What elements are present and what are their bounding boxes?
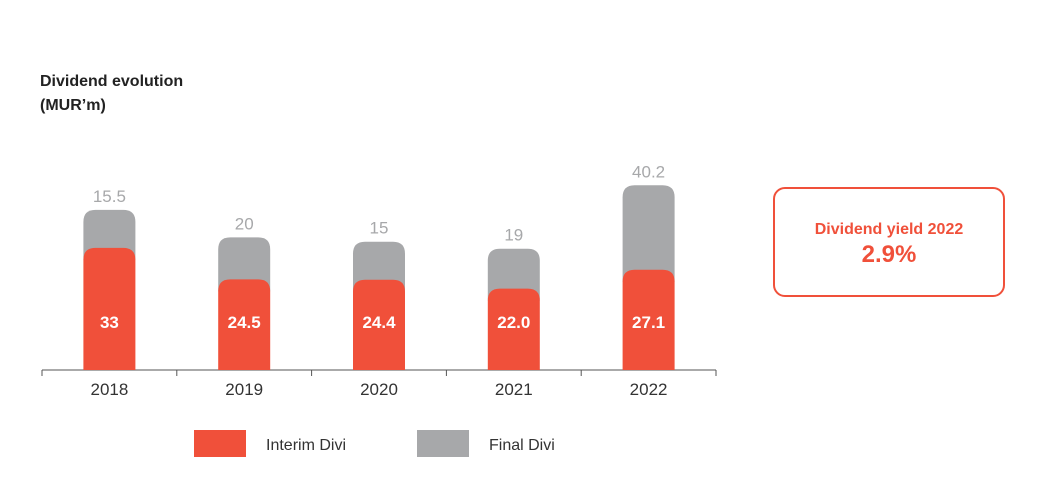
dividend-yield-value: 2.9% [861,241,917,268]
legend-interim-label: Interim Divi [266,437,346,454]
final-value-label: 15.5 [93,187,126,206]
chart-unit-label: (MUR’m) [40,97,106,114]
interim-value-label: 22.0 [497,313,530,332]
final-divi-bar [487,248,540,301]
dividend-yield-label: Dividend yield 2022 [814,221,964,238]
x-tick-label: 2019 [225,380,263,399]
chart-title: Dividend evolution (MUR’m) [40,70,183,118]
final-divi-bar [218,237,271,292]
interim-value-label: 33 [100,313,119,332]
final-value-label: 20 [235,214,254,233]
final-divi-bar [353,241,405,292]
interim-value-label: 24.5 [228,313,261,332]
dividend-yield-box: Dividend yield 2022 2.9% [773,187,1005,297]
final-divi-bar [83,209,136,260]
final-value-label: 15 [370,219,389,238]
final-value-label: 19 [504,226,523,245]
chart-title-line1: Dividend evolution [40,73,184,90]
legend-final-swatch [417,430,469,457]
legend-interim-swatch [194,430,246,457]
x-tick-label: 2020 [360,380,398,399]
interim-value-label: 24.4 [362,313,396,332]
x-tick-label: 2022 [630,380,668,399]
interim-divi-bar [218,279,271,370]
interim-divi-bar [622,269,675,370]
interim-divi-bar [83,247,136,370]
interim-divi-bar [353,279,405,370]
x-tick-label: 2021 [495,380,533,399]
legend-final-label: Final Divi [489,437,555,454]
interim-divi-bar [487,288,540,370]
x-tick-label: 2018 [90,380,128,399]
final-divi-bar [622,185,675,282]
dividend-chart: 33 15.5 2018 24.5 20 2019 24.4 15 2020 22.0 19 2021… [41,162,717,457]
interim-value-label: 27.1 [632,313,665,332]
final-value-label: 40.2 [632,162,665,181]
